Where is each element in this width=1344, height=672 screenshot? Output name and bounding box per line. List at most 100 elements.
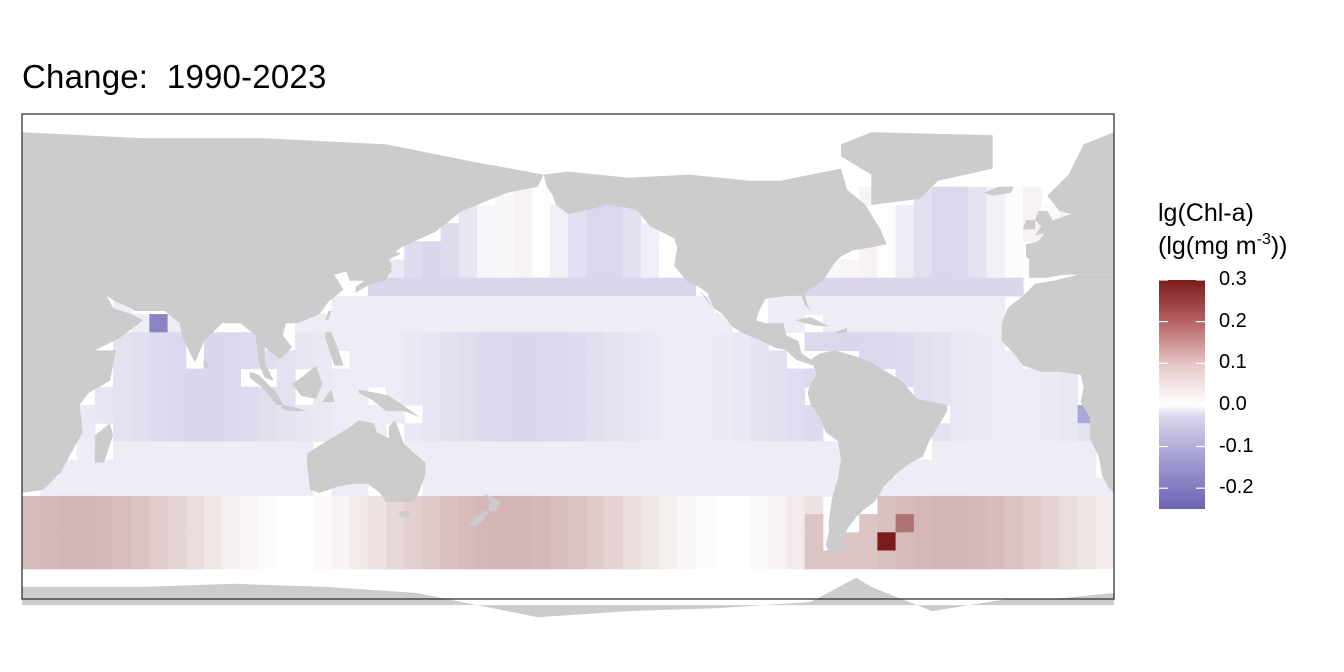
heatmap-cell [586, 241, 605, 261]
heatmap-cell [58, 550, 78, 570]
heatmap-cell [477, 204, 496, 224]
legend-tick-label: -0.1 [1219, 434, 1254, 457]
heatmap-cell [1041, 441, 1060, 461]
heatmap-cell [149, 495, 169, 515]
legend-colorbar [1159, 280, 1205, 509]
heatmap-cell [731, 350, 751, 370]
heatmap-cell [458, 295, 478, 315]
heatmap-cell [932, 314, 951, 333]
heatmap-cell [604, 550, 624, 570]
heatmap-cell [859, 277, 878, 297]
heatmap-cell [586, 459, 605, 479]
heatmap-cell [604, 241, 624, 261]
heatmap-cell [1004, 459, 1024, 479]
heatmap-cell [768, 532, 787, 552]
heatmap-cell [149, 477, 169, 497]
heatmap-cell [149, 332, 169, 352]
heatmap-cell [877, 550, 897, 570]
heatmap-cell [659, 259, 678, 279]
heatmap-cell [932, 532, 951, 552]
heatmap-cell [386, 314, 405, 333]
heatmap-cell [932, 332, 951, 352]
heatmap-cell [240, 532, 260, 552]
heatmap-cell [895, 259, 915, 279]
heatmap-cell [1041, 495, 1060, 515]
heatmap-cell [1023, 386, 1042, 406]
heatmap-cell [422, 550, 442, 570]
land-africa-west [1001, 274, 1114, 493]
heatmap-cell [568, 441, 587, 461]
heatmap-cell [622, 459, 642, 479]
heatmap-cell [659, 423, 678, 442]
heatmap-cell [713, 368, 733, 388]
heatmap-cell [367, 532, 387, 552]
heatmap-cell [495, 241, 514, 261]
heatmap-cell [276, 495, 296, 515]
heatmap-cell [295, 405, 314, 424]
heatmap-cell [695, 441, 715, 461]
heatmap-cell [240, 386, 260, 406]
heatmap-cell [750, 495, 769, 515]
heatmap-cell [786, 550, 806, 570]
heatmap-cell [258, 423, 278, 442]
heatmap-cell [204, 550, 223, 570]
heatmap-cell [568, 386, 587, 406]
heatmap-cell [113, 350, 132, 370]
heatmap-cell [986, 223, 1006, 242]
heatmap-cell [404, 295, 423, 315]
land-greenland [841, 132, 993, 205]
heatmap-cell [440, 386, 460, 406]
heatmap-cell [768, 368, 787, 388]
heatmap-cell [640, 550, 660, 570]
land-nz-south [467, 511, 490, 527]
heatmap-cell [804, 295, 824, 315]
heatmap-cell [458, 550, 478, 570]
heatmap-cell [367, 368, 387, 388]
heatmap-cell [786, 314, 806, 333]
heatmap-cell [440, 259, 460, 279]
heatmap-cell [622, 477, 642, 497]
heatmap-cell [750, 386, 769, 406]
heatmap-cell [531, 405, 551, 424]
heatmap-cell [1004, 423, 1024, 442]
heatmap-cell [276, 477, 296, 497]
heatmap-cell [913, 495, 933, 515]
heatmap-cell [677, 368, 696, 388]
heatmap-cell [185, 423, 205, 442]
heatmap-cell [622, 495, 642, 515]
heatmap-cell [458, 223, 478, 242]
heatmap-cell [477, 223, 496, 242]
heatmap-cell [295, 477, 314, 497]
heatmap-cell [513, 259, 533, 279]
heatmap-cell [495, 459, 514, 479]
heatmap-cell [404, 550, 423, 570]
heatmap-cell [731, 368, 751, 388]
heatmap-cell [877, 495, 897, 515]
heatmap-cell [932, 241, 951, 261]
heatmap-cell [404, 259, 423, 279]
heatmap-cell [422, 295, 442, 315]
heatmap-cell [113, 405, 132, 424]
heatmap-cell [659, 514, 678, 533]
heatmap-cell [968, 186, 988, 206]
heatmap-cell [841, 259, 860, 279]
heatmap-cell [586, 277, 605, 297]
heatmap-cell [659, 314, 678, 333]
land-nz-north [483, 492, 502, 512]
heatmap-cell [877, 204, 897, 224]
heatmap-cell [458, 477, 478, 497]
heatmap-cell [149, 350, 169, 370]
heatmap-cell [913, 368, 933, 388]
heatmap-cell [786, 532, 806, 552]
heatmap-cell [204, 495, 223, 515]
heatmap-cell [531, 186, 551, 206]
heatmap-cell [313, 550, 332, 570]
heatmap-cell [131, 405, 150, 424]
heatmap-cell [477, 550, 496, 570]
heatmap-cell [458, 423, 478, 442]
heatmap-cell [768, 423, 787, 442]
heatmap-cell [222, 368, 241, 388]
heatmap-cell [349, 295, 369, 315]
heatmap-cell [131, 550, 150, 570]
heatmap-cell [768, 495, 787, 515]
